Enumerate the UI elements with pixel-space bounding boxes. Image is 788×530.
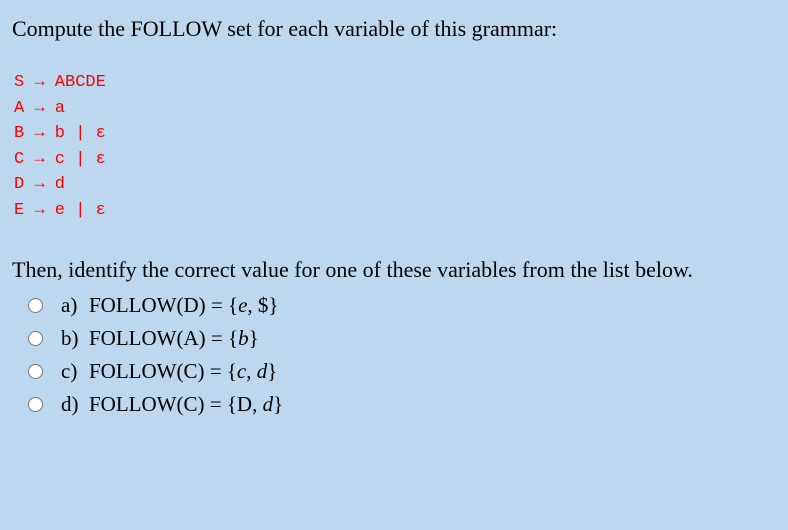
instruction-text: Then, identify the correct value for one…	[12, 255, 776, 285]
option-text-italic: d	[257, 359, 268, 383]
option-text: ,	[246, 359, 257, 383]
option-text-italic: c	[237, 359, 246, 383]
grammar-block: S → ABCDE A → a B → b | ε C → c | ε D → …	[14, 70, 776, 223]
option-letter: c)	[61, 359, 89, 384]
question-prompt: Compute the FOLLOW set for each variable…	[12, 16, 776, 42]
option-letter: d)	[61, 392, 89, 417]
option-text: }	[249, 326, 259, 350]
option-text-italic: e	[238, 293, 247, 317]
option-label: b)FOLLOW(A) = {b}	[61, 326, 259, 351]
option-row: b)FOLLOW(A) = {b}	[28, 326, 776, 351]
option-row: a)FOLLOW(D) = {e, $}	[28, 293, 776, 318]
option-label: a)FOLLOW(D) = {e, $}	[61, 293, 278, 318]
option-row: d)FOLLOW(C) = {D, d}	[28, 392, 776, 417]
option-text: FOLLOW(C) = {D,	[89, 392, 263, 416]
option-label: d)FOLLOW(C) = {D, d}	[61, 392, 283, 417]
options-list: a)FOLLOW(D) = {e, $}b)FOLLOW(A) = {b}c)F…	[28, 293, 776, 417]
option-letter: b)	[61, 326, 89, 351]
option-text: FOLLOW(C) = {	[89, 359, 237, 383]
option-text: FOLLOW(A) = {	[89, 326, 238, 350]
option-text-italic: d	[263, 392, 274, 416]
option-text: , $}	[247, 293, 278, 317]
option-row: c)FOLLOW(C) = {c, d}	[28, 359, 776, 384]
option-radio[interactable]	[28, 364, 43, 379]
option-radio[interactable]	[28, 331, 43, 346]
option-radio[interactable]	[28, 298, 43, 313]
option-text-italic: b	[238, 326, 249, 350]
option-text: }	[267, 359, 277, 383]
option-letter: a)	[61, 293, 89, 318]
option-text: FOLLOW(D) = {	[89, 293, 238, 317]
option-text: }	[273, 392, 283, 416]
option-label: c)FOLLOW(C) = {c, d}	[61, 359, 277, 384]
option-radio[interactable]	[28, 397, 43, 412]
